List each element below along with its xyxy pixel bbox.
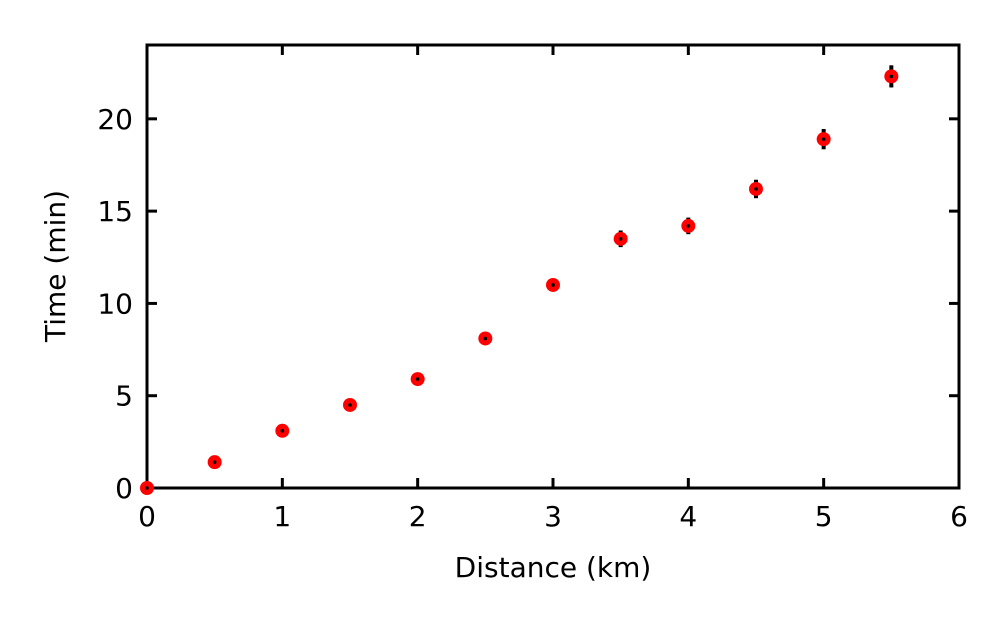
y-tick-label: 10 <box>97 287 133 320</box>
x-tick-label: 1 <box>273 500 291 533</box>
y-axis-ticks-right <box>949 117 959 490</box>
y-axis-tick-labels: 0 5 10 15 20 <box>97 103 133 505</box>
x-tick-label: 6 <box>950 500 968 533</box>
data-point <box>140 481 154 495</box>
point-center <box>145 486 149 490</box>
data-point <box>749 179 763 199</box>
x-axis-label: Distance (km) <box>455 551 652 584</box>
point-center <box>618 237 623 241</box>
point-center <box>551 283 555 287</box>
point-center <box>686 224 691 228</box>
y-axis-label: Time (min) <box>39 190 72 343</box>
y-tick-label: 20 <box>97 103 133 136</box>
point-center <box>348 403 352 407</box>
x-axis-tick-labels: 0 1 2 3 4 5 6 <box>138 500 968 533</box>
data-point <box>681 217 696 235</box>
point-center <box>483 336 488 341</box>
point-center <box>889 74 894 79</box>
y-tick-label: 15 <box>97 195 133 228</box>
data-point <box>816 128 831 150</box>
data-point <box>546 277 560 292</box>
x-tick-label: 5 <box>815 500 833 533</box>
data-point <box>410 372 425 387</box>
data-point <box>884 65 899 88</box>
plot-frame <box>145 43 961 490</box>
y-tick-label: 5 <box>115 380 133 413</box>
data-point <box>613 230 628 248</box>
point-center <box>754 187 758 191</box>
data-points <box>140 65 899 495</box>
point-center <box>821 137 826 141</box>
data-point <box>207 455 222 470</box>
x-tick-label: 2 <box>409 500 427 533</box>
data-point <box>478 331 493 346</box>
x-tick-label: 3 <box>544 500 562 533</box>
y-axis-ticks-left <box>147 117 157 490</box>
x-axis-ticks-top <box>145 45 961 55</box>
data-point <box>275 423 290 438</box>
point-center <box>280 428 285 433</box>
point-center <box>415 377 420 381</box>
y-tick-label: 0 <box>115 472 133 505</box>
data-point <box>343 397 357 412</box>
x-tick-label: 0 <box>138 500 156 533</box>
x-tick-label: 4 <box>679 500 697 533</box>
point-center <box>212 460 217 464</box>
